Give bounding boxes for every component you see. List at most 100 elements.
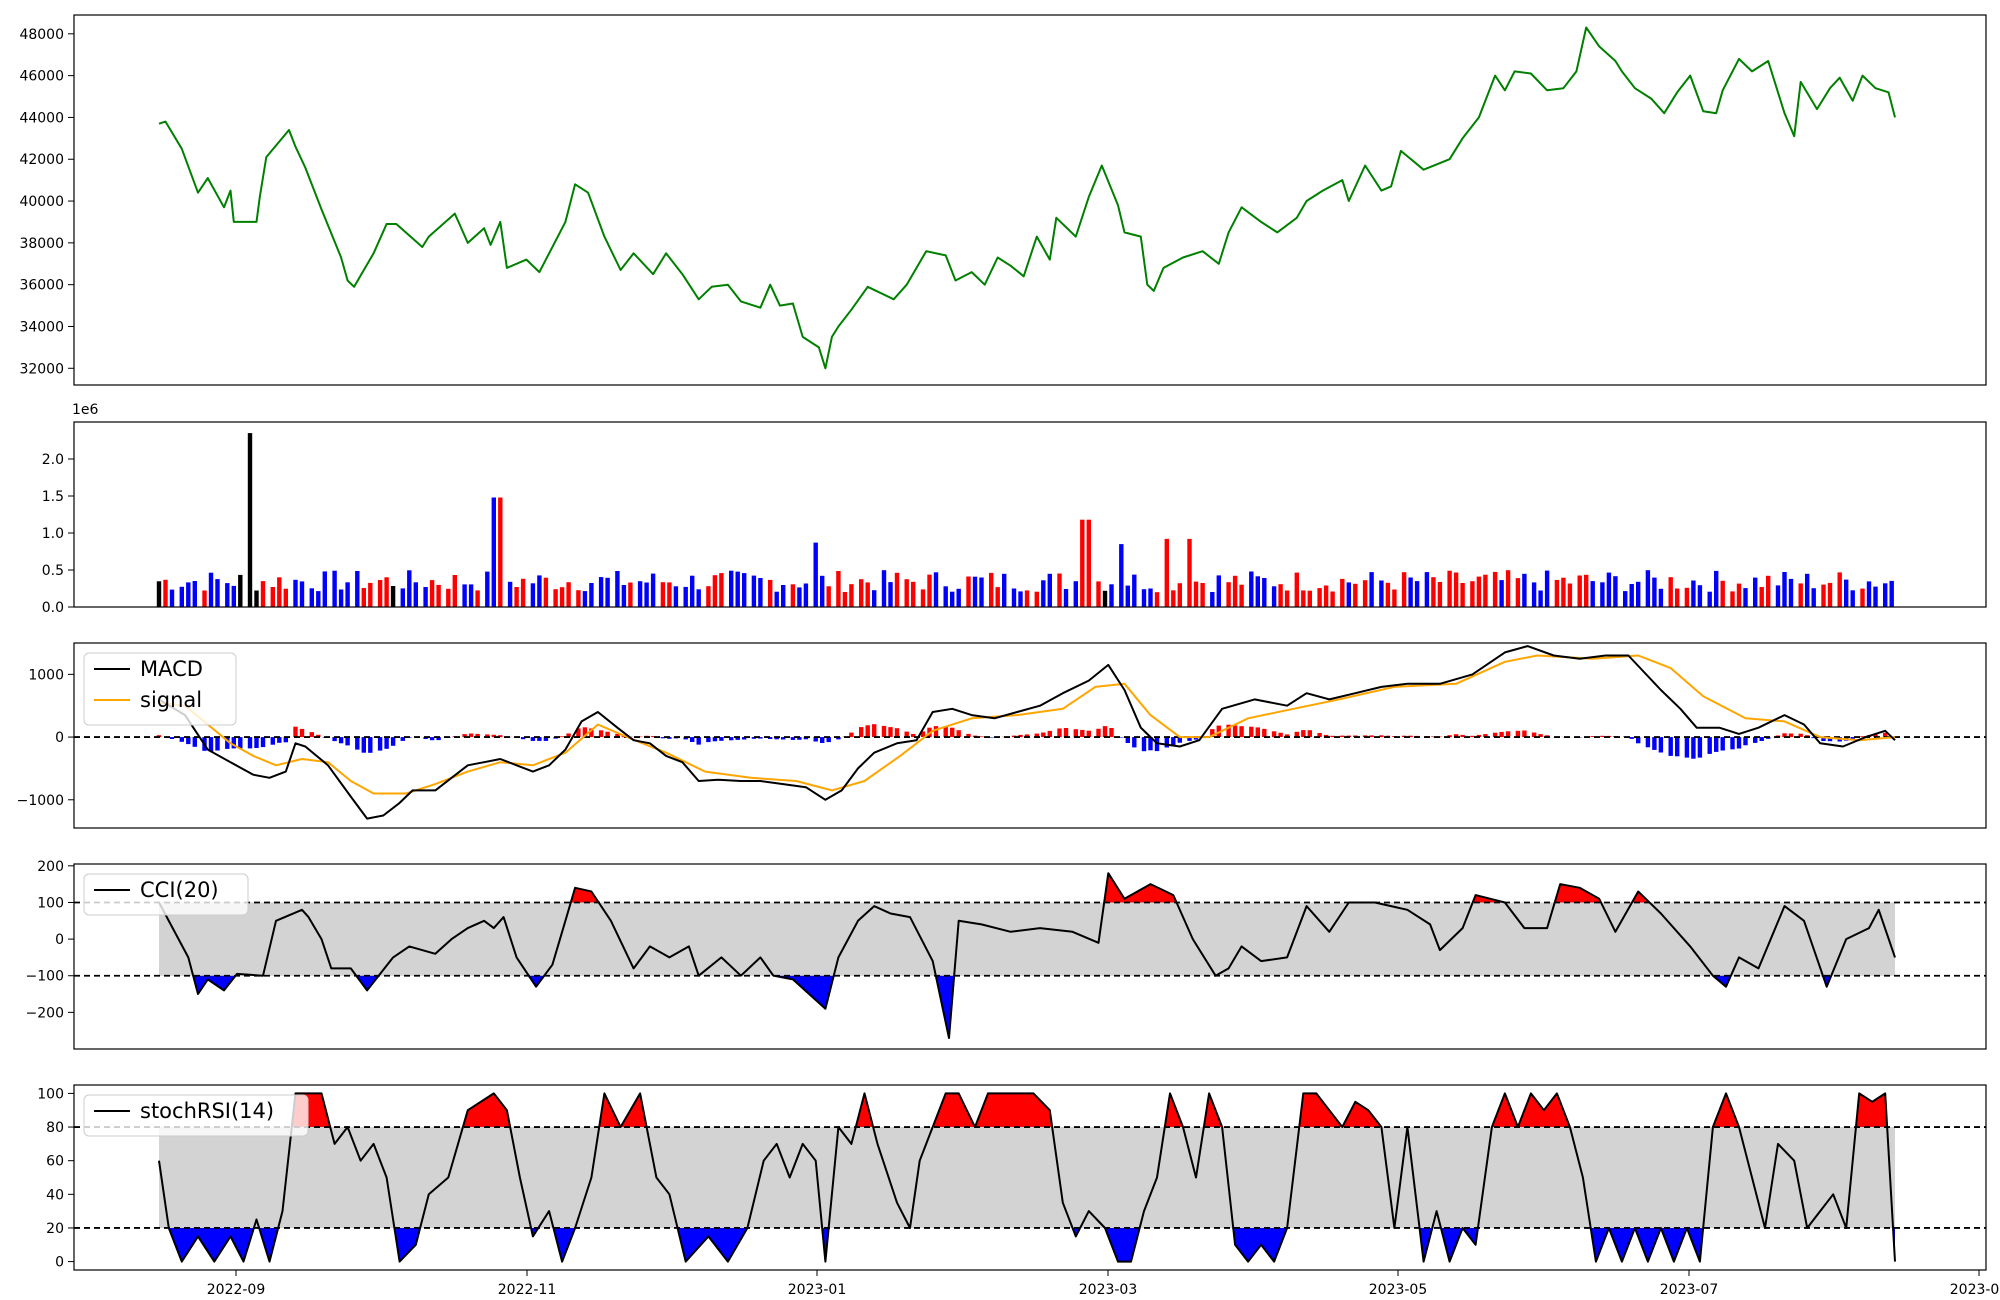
macd-histogram-bar <box>1691 737 1696 759</box>
macd-histogram-bar <box>1590 736 1595 737</box>
volume-bar <box>361 588 366 607</box>
volume-bar <box>797 587 802 607</box>
macd-histogram-bar <box>462 734 467 738</box>
volume-bar <box>735 571 740 607</box>
volume-bar <box>1024 590 1030 607</box>
volume-bar <box>1798 583 1803 607</box>
macd-histogram-bar <box>179 737 184 742</box>
macd-histogram-bar <box>881 725 887 737</box>
macd-histogram-bar <box>1177 737 1182 743</box>
volume-bar <box>1668 577 1673 607</box>
volume-bar <box>1080 519 1085 607</box>
volume-bar <box>1629 584 1634 607</box>
volume-bar <box>719 573 724 607</box>
volume-bar <box>1141 589 1147 607</box>
volume-bar <box>225 583 230 607</box>
volume-bar <box>1330 591 1335 607</box>
macd-histogram-bar <box>1034 733 1039 738</box>
volume-bar <box>751 575 757 607</box>
volume-bar <box>1148 588 1153 607</box>
signal-line <box>158 654 1896 795</box>
macd-histogram-bar <box>530 737 536 741</box>
macd-histogram-bar <box>1675 737 1680 757</box>
volume-bar <box>1002 573 1007 607</box>
volume-bar <box>322 571 327 607</box>
volume-bar <box>849 584 854 607</box>
volume-bar <box>446 588 451 607</box>
macd-histogram-bar <box>605 731 610 737</box>
y-tick-label: 0.5 <box>42 563 64 579</box>
macd-histogram-bar <box>1232 725 1238 738</box>
y-tick-label: 46000 <box>19 69 64 85</box>
volume-bar <box>1811 588 1816 607</box>
macd-histogram-bar <box>1811 737 1816 739</box>
volume-bar <box>1505 570 1511 607</box>
y-tick-label: 38000 <box>19 236 64 252</box>
volume-bar <box>1216 575 1221 607</box>
volume-bar <box>650 573 656 607</box>
y-tick-label: 80 <box>46 1120 64 1136</box>
volume-bar <box>1239 584 1244 607</box>
volume-bar <box>1590 581 1595 607</box>
macd-histogram-bar <box>920 731 926 737</box>
macd-histogram-bar <box>1024 734 1030 738</box>
panel-2: 0.0 0.5 1.0 1.5 2.0 1e6 <box>42 402 1987 616</box>
volume-bar <box>429 580 435 607</box>
macd-histogram-bar <box>836 737 841 740</box>
macd-histogram-bar <box>774 737 779 740</box>
volume-bar <box>956 588 961 607</box>
volume-bar <box>790 584 796 607</box>
macd-histogram-bar <box>1821 737 1826 741</box>
macd-histogram-bar <box>390 737 396 746</box>
macd-histogram-bar <box>598 730 604 738</box>
volume-bar <box>368 582 373 607</box>
volume-bar <box>390 586 396 607</box>
macd-histogram-bar <box>826 737 831 743</box>
macd-histogram-bar <box>797 737 802 740</box>
macd-histogram-bar <box>1226 724 1231 738</box>
volume-bar <box>208 572 214 607</box>
volume-bar <box>1369 572 1374 607</box>
macd-histogram-bar <box>1369 735 1374 738</box>
volume-bar <box>475 590 480 607</box>
volume-bar <box>1759 587 1764 607</box>
volume-bar <box>729 570 734 607</box>
y-tick-label: 100 <box>37 1086 64 1102</box>
volume-bar <box>377 580 383 607</box>
volume-bar <box>1645 570 1651 607</box>
volume-bar <box>758 578 763 607</box>
volume-bar <box>1531 582 1537 607</box>
macd-histogram-bar <box>820 737 825 743</box>
volume-bar <box>1226 582 1231 607</box>
legend-label: MACD <box>140 657 203 681</box>
y-tick-label: 0 <box>55 932 64 948</box>
volume-bar <box>598 577 604 607</box>
macd-histogram-bar <box>475 733 480 738</box>
y-tick-label: 2.0 <box>42 452 64 468</box>
volume-bar <box>865 582 870 607</box>
volume-bar <box>1392 589 1397 607</box>
macd-histogram-bar <box>1141 737 1147 752</box>
y-tick-label: 100 <box>37 895 64 911</box>
volume-bar <box>768 579 773 607</box>
x-tick-label: 2022-11 <box>498 1282 557 1298</box>
macd-histogram-bar <box>742 737 747 740</box>
macd-line <box>158 645 1896 820</box>
macd-histogram-bar <box>696 737 701 745</box>
macd-histogram-bar <box>468 733 474 738</box>
volume-bar <box>1379 580 1384 607</box>
macd-histogram-bar <box>1447 735 1452 738</box>
volume-bar <box>683 586 688 607</box>
macd-histogram-bar <box>1278 732 1283 737</box>
macd-histogram-bar <box>1210 729 1215 737</box>
macd-histogram-bar <box>1743 737 1748 746</box>
volume-bar <box>1544 570 1550 607</box>
macd-histogram-bar <box>1164 737 1169 748</box>
volume-bar <box>1470 581 1475 607</box>
macd-histogram-bar <box>650 736 656 738</box>
overbought-fill <box>159 1093 1895 1128</box>
volume-bar <box>514 587 519 607</box>
volume-bar <box>283 588 288 607</box>
volume-bar <box>1850 590 1855 607</box>
volume-bar <box>1714 570 1719 607</box>
